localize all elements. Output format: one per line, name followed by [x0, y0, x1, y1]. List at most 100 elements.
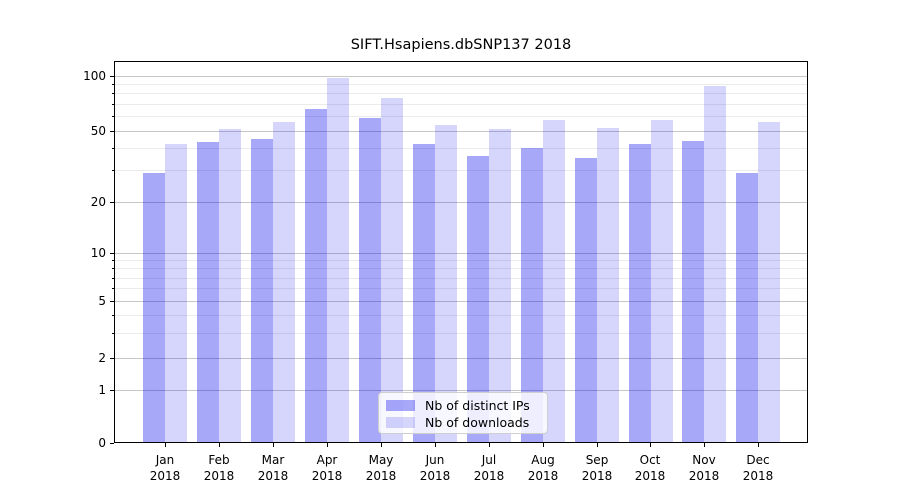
- x-tick-apr: [327, 443, 328, 447]
- x-tick-label-feb: Feb 2018: [203, 453, 235, 483]
- y-tick-minor-6: [112, 288, 114, 289]
- y-tick-label-0: 0: [98, 436, 106, 450]
- y-tick-2: [110, 358, 114, 359]
- y-tick-minor-80: [112, 93, 114, 94]
- y-tick-label-5: 5: [98, 294, 106, 308]
- y-tick-minor-9: [112, 260, 114, 261]
- bar-jan-distinct-ips: [143, 172, 166, 443]
- x-tick-jun: [435, 443, 436, 447]
- x-tick-label-dec: Dec 2018: [742, 453, 774, 483]
- legend-row-downloads: Nb of downloads: [386, 414, 541, 431]
- bar-oct-downloads: [650, 120, 673, 443]
- y-tick-50: [110, 131, 114, 132]
- gridline-major-5: [115, 301, 808, 302]
- bar-sep-downloads: [596, 127, 619, 443]
- bar-may-downloads: [380, 98, 403, 443]
- bar-jul-distinct-ips: [466, 156, 489, 443]
- chart-title: SIFT.Hsapiens.dbSNP137 2018: [350, 37, 572, 53]
- gridline-major-10: [115, 253, 808, 254]
- legend-row-distinct-ips: Nb of distinct IPs: [386, 397, 541, 414]
- y-tick-minor-30: [112, 170, 114, 171]
- y-tick-1: [110, 390, 114, 391]
- legend-swatch-distinct-ips: [386, 400, 415, 411]
- bar-jun-downloads: [434, 124, 457, 443]
- gridline-minor-6: [115, 288, 808, 289]
- gridline-minor-70: [115, 104, 808, 105]
- x-tick-label-apr: Apr 2018: [311, 453, 343, 483]
- gridline-major-1: [115, 390, 808, 391]
- x-tick-label-jun: Jun 2018: [419, 453, 451, 483]
- x-tick-dec: [758, 443, 759, 447]
- x-tick-may: [381, 443, 382, 447]
- y-tick-20: [110, 202, 114, 203]
- x-tick-jan: [165, 443, 166, 447]
- gridline-minor-90: [115, 84, 808, 85]
- gridline-minor-80: [115, 93, 808, 94]
- legend: Nb of distinct IPs Nb of downloads: [378, 392, 548, 434]
- y-tick-minor-60: [112, 116, 114, 117]
- y-tick-10: [110, 253, 114, 254]
- x-tick-nov: [704, 443, 705, 447]
- x-tick-label-may: May 2018: [365, 453, 397, 483]
- y-tick-label-50: 50: [90, 124, 106, 138]
- legend-swatch-downloads: [386, 417, 415, 428]
- bar-sep-distinct-ips: [574, 158, 597, 443]
- y-tick-label-20: 20: [90, 195, 106, 209]
- y-tick-0: [110, 443, 114, 444]
- x-tick-jul: [489, 443, 490, 447]
- bar-feb-downloads: [219, 129, 242, 443]
- bar-nov-downloads: [704, 85, 727, 443]
- x-tick-label-sep: Sep 2018: [581, 453, 613, 483]
- y-tick-minor-8: [112, 268, 114, 269]
- bar-oct-distinct-ips: [628, 144, 651, 443]
- gridline-minor-4: [115, 315, 808, 316]
- x-tick-mar: [273, 443, 274, 447]
- legend-label-downloads: Nb of downloads: [425, 415, 530, 430]
- y-tick-100: [110, 76, 114, 77]
- x-tick-aug: [543, 443, 544, 447]
- x-tick-oct: [650, 443, 651, 447]
- gridline-major-20: [115, 202, 808, 203]
- bar-jun-distinct-ips: [412, 144, 435, 443]
- bar-apr-distinct-ips: [305, 108, 327, 443]
- y-tick-minor-4: [112, 315, 114, 316]
- gridline-minor-30: [115, 170, 808, 171]
- y-tick-minor-90: [112, 84, 114, 85]
- x-tick-label-jul: Jul 2018: [473, 453, 505, 483]
- bar-jan-downloads: [165, 144, 188, 443]
- bar-nov-distinct-ips: [682, 140, 705, 443]
- bar-apr-downloads: [327, 77, 349, 443]
- gridline-minor-3: [115, 333, 808, 334]
- bar-dec-distinct-ips: [736, 172, 759, 443]
- gridline-major-100: [115, 76, 808, 77]
- bar-jul-downloads: [488, 129, 511, 443]
- bar-mar-downloads: [273, 121, 296, 443]
- gridline-major-50: [115, 131, 808, 132]
- gridline-minor-8: [115, 268, 808, 269]
- x-tick-label-nov: Nov 2018: [688, 453, 720, 483]
- gridline-minor-40: [115, 148, 808, 149]
- gridline-major-2: [115, 358, 808, 359]
- x-tick-label-mar: Mar 2018: [257, 453, 289, 483]
- gridline-minor-9: [115, 260, 808, 261]
- y-tick-minor-7: [112, 278, 114, 279]
- x-tick-feb: [219, 443, 220, 447]
- bar-mar-distinct-ips: [251, 138, 274, 443]
- bar-may-distinct-ips: [358, 117, 381, 443]
- gridline-minor-60: [115, 116, 808, 117]
- y-tick-label-100: 100: [83, 69, 106, 83]
- x-tick-label-jan: Jan 2018: [149, 453, 181, 483]
- y-tick-label-2: 2: [98, 351, 106, 365]
- x-tick-label-aug: Aug 2018: [527, 453, 559, 483]
- x-tick-label-oct: Oct 2018: [634, 453, 666, 483]
- bar-feb-distinct-ips: [197, 142, 220, 443]
- y-tick-minor-40: [112, 148, 114, 149]
- y-tick-5: [110, 301, 114, 302]
- bar-dec-downloads: [758, 121, 781, 443]
- gridline-minor-7: [115, 278, 808, 279]
- y-tick-minor-70: [112, 104, 114, 105]
- y-tick-label-10: 10: [90, 246, 106, 260]
- x-tick-sep: [597, 443, 598, 447]
- bar-aug-distinct-ips: [520, 148, 543, 443]
